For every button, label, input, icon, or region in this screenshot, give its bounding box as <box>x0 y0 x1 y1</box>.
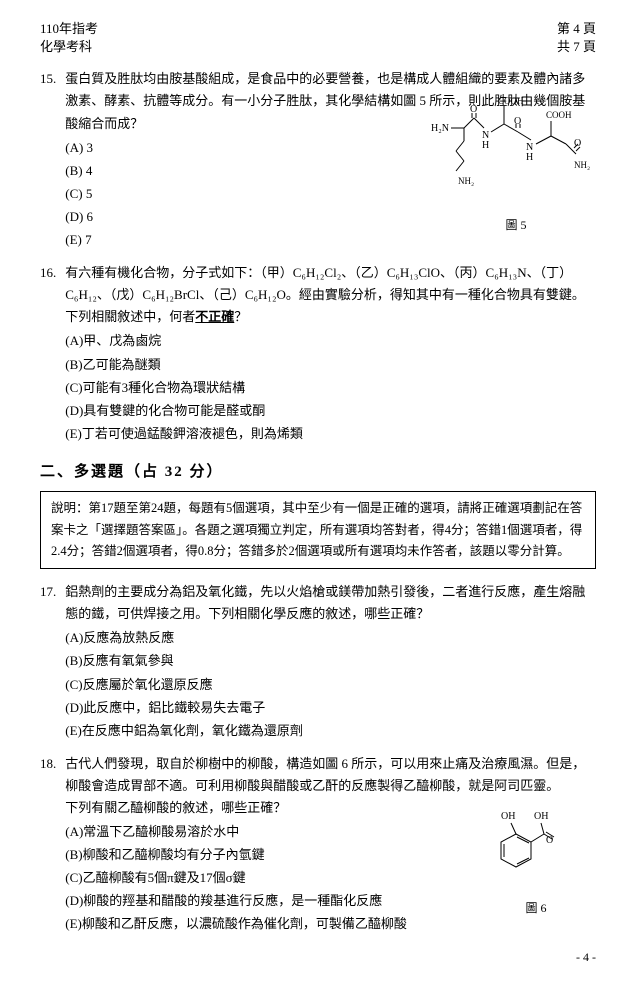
svg-text:OH: OH <box>501 811 515 822</box>
svg-text:O: O <box>546 835 553 846</box>
q17-text: 鋁熱劑的主要成分為鋁及氧化鐵，先以火焰槍或鎂帶加熱引發後，二者進行反應，產生熔融… <box>65 584 585 621</box>
q16-options: (A)甲、戊為鹵烷 (B)乙可能為醚類 (C)可能有3種化合物為環狀結構 (D)… <box>65 330 595 444</box>
question-15: 15. 蛋白質及胜肽均由胺基酸組成，是食品中的必要營養，也是構成人體組織的要素及… <box>40 68 596 252</box>
page-total: 共 7 頁 <box>557 38 596 56</box>
svg-text:NH₂: NH₂ <box>458 176 474 186</box>
section-2-title: 二、多選題（占 32 分） <box>40 460 596 486</box>
question-17: 17. 鋁熱劑的主要成分為鋁及氧化鐵，先以火焰槍或鎂帶加熱引發後，二者進行反應，… <box>40 581 596 743</box>
q17-opt-b: (B)反應有氧氣參與 <box>65 650 595 672</box>
svg-text:H: H <box>526 152 533 163</box>
q16-opt-d: (D)具有雙鍵的化合物可能是醛或酮 <box>65 400 595 422</box>
section-2-instruction: 說明：第17題至第24題，每題有5個選項，其中至少有一個是正確的選項，請將正確選… <box>40 491 596 569</box>
q17-opt-e: (E)在反應中鋁為氧化劑，氧化鐵為還原劑 <box>65 720 595 742</box>
q17-options: (A)反應為放熱反應 (B)反應有氧氣參與 (C)反應屬於氧化還原反應 (D)此… <box>65 627 595 741</box>
subject: 化學考科 <box>40 38 98 56</box>
figure-6: OH OH O 圖 6 <box>486 809 586 918</box>
svg-text:COOH: COOH <box>498 96 524 106</box>
svg-text:OH: OH <box>534 811 548 822</box>
figure-5: H₂N O N H COOH O N H COOH O <box>426 96 606 235</box>
q16-emphasis: 不正確 <box>195 309 234 324</box>
svg-text:H: H <box>482 140 489 151</box>
question-16: 16. 有六種有機化合物，分子式如下：（甲）C₆H₁₂Cl₂、（乙）C₆H₁₃C… <box>40 262 596 446</box>
q18-num: 18. <box>40 753 62 775</box>
q16-opt-a: (A)甲、戊為鹵烷 <box>65 330 595 352</box>
page-header: 110年指考 化學考科 第 4 頁 共 7 頁 <box>40 20 596 56</box>
salicylic-acid-icon: OH OH O <box>486 809 576 889</box>
q17-body: 鋁熱劑的主要成分為鋁及氧化鐵，先以火焰槍或鎂帶加熱引發後，二者進行反應，產生熔融… <box>65 581 595 743</box>
page-footer: - 4 - <box>40 947 596 967</box>
exam-year: 110年指考 <box>40 20 98 38</box>
svg-text:H₂N: H₂N <box>431 123 449 134</box>
q16-body: 有六種有機化合物，分子式如下：（甲）C₆H₁₂Cl₂、（乙）C₆H₁₃ClO、（… <box>65 262 595 446</box>
header-left: 110年指考 化學考科 <box>40 20 98 56</box>
q17-opt-d: (D)此反應中，鋁比鐵較易失去電子 <box>65 697 595 719</box>
peptide-structure-icon: H₂N O N H COOH O N H COOH O <box>426 96 606 206</box>
fig6-label: 圖 6 <box>486 898 586 918</box>
q15-num: 15. <box>40 68 62 90</box>
q17-opt-a: (A)反應為放熱反應 <box>65 627 595 649</box>
q18-text: 古代人們發現，取自於柳樹中的柳酸，構造如圖 6 所示，可以用來止痛及治療風濕。但… <box>65 756 585 793</box>
q16-opt-b: (B)乙可能為醚類 <box>65 354 595 376</box>
page-num: 第 4 頁 <box>557 20 596 38</box>
fig5-label: 圖 5 <box>426 215 606 235</box>
q16-opt-c: (C)可能有3種化合物為環狀結構 <box>65 377 595 399</box>
svg-text:NH₂: NH₂ <box>574 160 590 170</box>
q16-opt-e: (E)丁若可使過錳酸鉀溶液褪色，則為烯類 <box>65 423 595 445</box>
q16-text-a: 有六種有機化合物，分子式如下：（甲）C₆H₁₂Cl₂、（乙）C₆H₁₃ClO、（… <box>65 265 585 324</box>
q16-num: 16. <box>40 262 62 284</box>
q17-opt-c: (C)反應屬於氧化還原反應 <box>65 674 595 696</box>
q16-text-c: ？ <box>234 309 247 324</box>
question-18: 18. 古代人們發現，取自於柳樹中的柳酸，構造如圖 6 所示，可以用來止痛及治療… <box>40 753 596 937</box>
header-right: 第 4 頁 共 7 頁 <box>557 20 596 56</box>
svg-text:COOH: COOH <box>546 110 572 120</box>
q17-num: 17. <box>40 581 62 603</box>
